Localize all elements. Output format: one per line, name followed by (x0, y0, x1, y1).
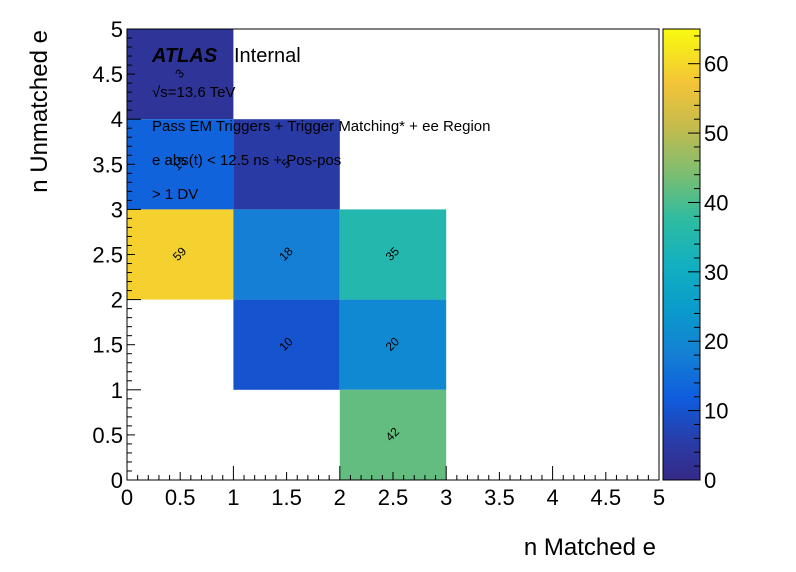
heatmap-cells (127, 29, 447, 480)
x-axis-title: n Matched e (524, 534, 656, 561)
heatmap-cell (233, 119, 340, 210)
colorbar-tick-label: 10 (704, 399, 728, 424)
heatmap-cell (233, 209, 340, 300)
energy-label: √s=13.6 TeV (152, 84, 235, 101)
colorbar-tick-label: 40 (704, 190, 728, 215)
x-tick-label: 4 (546, 485, 558, 510)
y-tick-label: 2.5 (92, 243, 123, 268)
y-tick-label: 3 (111, 197, 123, 222)
x-tick-label: 1 (227, 485, 239, 510)
colorbar-tick-label: 50 (704, 121, 728, 146)
x-tick-label: 3.5 (484, 485, 515, 510)
colorbar (663, 29, 700, 480)
y-tick-label: 0.5 (92, 423, 123, 448)
x-axis: 0 0.5 1 1.5 2 2.5 3 3.5 4 4.5 5 (121, 466, 665, 510)
heatmap-cell (339, 299, 447, 390)
heatmap-cell (127, 29, 234, 120)
atlas-label: ATLAS (151, 45, 218, 67)
colorbar-tick-label: 60 (704, 52, 728, 77)
x-tick-label: 3 (440, 485, 452, 510)
heatmap-cell (339, 209, 447, 300)
x-tick-label: 1.5 (271, 485, 302, 510)
selection-label: Pass EM Triggers + Trigger Matching* + e… (152, 118, 491, 135)
x-tick-label: 0.5 (165, 485, 196, 510)
internal-label: Internal (234, 45, 301, 67)
x-tick-label: 5 (653, 485, 665, 510)
x-tick-label: 4.5 (591, 485, 622, 510)
y-tick-label: 1.5 (92, 333, 123, 358)
x-tick-label: 2.5 (378, 485, 409, 510)
heatmap-cell (233, 299, 340, 390)
y-tick-label: 3.5 (92, 152, 123, 177)
y-tick-label: 2 (111, 288, 123, 313)
y-axis-title: n Unmatched e (26, 30, 53, 193)
timing-label: e abs(t) < 12.5 ns + Pos-pos (152, 152, 341, 169)
colorbar-axis: 0 10 20 30 40 50 60 (688, 35, 728, 493)
dv-label: > 1 DV (152, 186, 198, 203)
colorbar-frame (662, 28, 701, 481)
colorbar-tick-label: 0 (704, 468, 716, 493)
x-tick-label: 0 (121, 485, 133, 510)
heatmap-cell (339, 389, 447, 480)
colorbar-tick-label: 30 (704, 260, 728, 285)
heatmap-cell (127, 209, 234, 300)
y-tick-label: 1 (111, 378, 123, 403)
heatmap-cell (127, 119, 234, 210)
y-tick-label: 4 (111, 107, 123, 132)
x-tick-label: 2 (334, 485, 346, 510)
y-tick-label: 5 (111, 17, 123, 42)
y-tick-label: 4.5 (92, 62, 123, 87)
y-axis: 0 0.5 1 1.5 2 2.5 3 3.5 4 4.5 5 (92, 17, 141, 493)
colorbar-tick-label: 20 (704, 329, 728, 354)
y-tick-label: 0 (111, 468, 123, 493)
